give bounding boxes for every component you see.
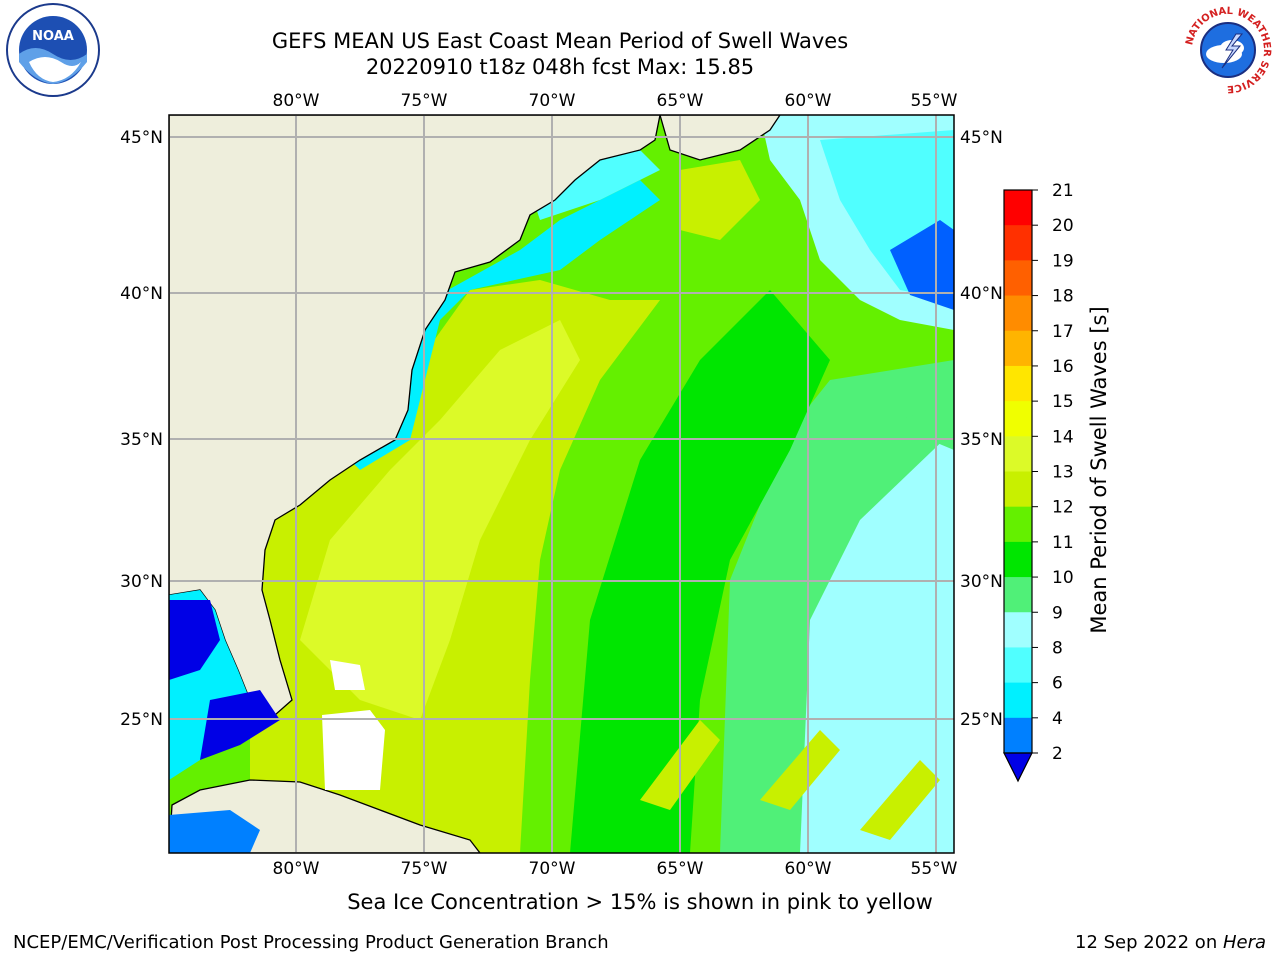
- coastal-low-period-strip: [350, 180, 660, 470]
- colorbar-tick-label: 2: [1052, 744, 1063, 764]
- colorbar-band: [1004, 612, 1032, 648]
- national-weather-service-logo: NATIONAL WEATHER SERVICE: [1180, 2, 1276, 102]
- colorbar-band: [1004, 717, 1032, 754]
- noaa-logo: NOAA: [5, 2, 101, 102]
- lon-label-top: 55°W: [911, 91, 958, 111]
- lat-label-left: 40°N: [120, 284, 163, 304]
- colorbar-tick-label: 13: [1052, 463, 1074, 483]
- period-8-9-zone: [800, 430, 954, 853]
- colorbar-band: [1004, 541, 1032, 578]
- colorbar-tick-label: 8: [1052, 638, 1063, 658]
- lon-label-bottom: 75°W: [401, 859, 448, 879]
- colorbar-tick-label: 9: [1052, 603, 1063, 623]
- period-10-11-zone: [570, 290, 830, 853]
- colorbar-tick-label: 11: [1052, 533, 1074, 553]
- colorbar-tick-label: 15: [1052, 392, 1074, 412]
- lat-label-right: 25°N: [960, 710, 1003, 730]
- bahamas-banks: [322, 710, 385, 790]
- colorbar-tick-label: 12: [1052, 498, 1074, 518]
- colorbar-band: [1004, 225, 1032, 261]
- lon-label-top: 75°W: [401, 91, 448, 111]
- colorbar-band: [1004, 436, 1032, 472]
- lon-label-top: 80°W: [273, 91, 320, 111]
- colorbar-tick-label: 18: [1052, 287, 1074, 307]
- colorbar-tick-label: 16: [1052, 357, 1074, 377]
- lon-label-bottom: 60°W: [785, 859, 832, 879]
- lon-label-top: 65°W: [657, 91, 704, 111]
- lat-label-right: 40°N: [960, 284, 1003, 304]
- lat-label-right: 30°N: [960, 572, 1003, 592]
- colorbar-band: [1004, 506, 1032, 543]
- lat-label-right: 45°N: [960, 128, 1003, 148]
- lat-label-left: 30°N: [120, 572, 163, 592]
- svg-text:NOAA: NOAA: [32, 29, 74, 44]
- colorbar-band: [1004, 260, 1032, 297]
- lat-label-left: 25°N: [120, 710, 163, 730]
- lon-label-bottom: 80°W: [273, 859, 320, 879]
- colorbar-band: [1004, 577, 1032, 613]
- graticule: [169, 115, 954, 853]
- lat-label-left: 35°N: [120, 430, 163, 450]
- chart-subtitle: 20220910 t18z 048h fcst Max: 15.85: [365, 55, 755, 79]
- colorbar-label: Mean Period of Swell Waves [s]: [1087, 306, 1111, 633]
- colorbar-band: [1004, 330, 1032, 367]
- colorbar-tick-label: 4: [1052, 709, 1063, 729]
- lon-label-top: 70°W: [529, 91, 576, 111]
- footer-host: Hera: [1222, 932, 1266, 953]
- colorbar: 21 20 19 18 17 16 15 14 13 12 11 10 9 8 6 4 2: [1003, 181, 1074, 783]
- lat-label-right: 35°N: [960, 430, 1003, 450]
- lon-label-top: 60°W: [785, 91, 832, 111]
- colorbar-tick-label: 17: [1052, 322, 1074, 342]
- footer-date: 12 Sep 2022 on Hera: [1075, 932, 1266, 953]
- colorbar-band: [1004, 295, 1032, 332]
- footer-credit: NCEP/EMC/Verification Post Processing Pr…: [13, 932, 609, 953]
- colorbar-tick-label: 6: [1052, 674, 1063, 694]
- colorbar-tick-label: 21: [1052, 181, 1074, 201]
- colorbar-tick-label: 20: [1052, 216, 1074, 236]
- sea-ice-note: Sea Ice Concentration > 15% is shown in …: [347, 890, 933, 914]
- colorbar-tick-label: 10: [1052, 568, 1074, 588]
- map-frame: [168, 114, 955, 854]
- colorbar-tick-label: 19: [1052, 251, 1074, 271]
- colorbar-band: [1004, 471, 1032, 508]
- colorbar-tick-label: 14: [1052, 427, 1074, 447]
- colorbar-extend-arrow: [1003, 752, 1033, 783]
- chart-title: GEFS MEAN US East Coast Mean Period of S…: [271, 29, 849, 53]
- lon-label-bottom: 55°W: [911, 859, 958, 879]
- colorbar-band: [1004, 401, 1032, 437]
- lat-label-left: 45°N: [120, 128, 163, 148]
- colorbar-band: [1004, 647, 1032, 684]
- colorbar-band: [1004, 365, 1032, 402]
- lon-label-bottom: 65°W: [657, 859, 704, 879]
- lon-label-bottom: 70°W: [529, 859, 576, 879]
- colorbar-band: [1004, 682, 1032, 719]
- colorbar-band: [1004, 190, 1032, 226]
- period-13-14-zone: [300, 320, 580, 720]
